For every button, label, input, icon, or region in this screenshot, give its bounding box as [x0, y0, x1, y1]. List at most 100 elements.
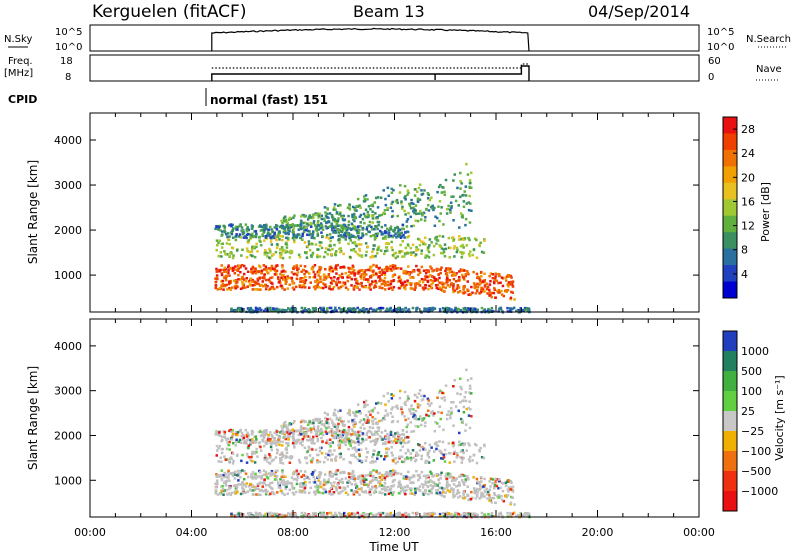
- velocity-pixel: [355, 441, 358, 444]
- velocity-pixel: [276, 449, 279, 452]
- velocity-pixel: [415, 451, 418, 454]
- power-pixel: [459, 180, 462, 183]
- power-pixel: [366, 198, 369, 201]
- power-pixel: [215, 284, 218, 287]
- power-pixel: [371, 251, 374, 254]
- power-pixel: [330, 270, 333, 273]
- power-pixel: [371, 211, 374, 214]
- velocity-pixel: [470, 392, 473, 395]
- velocity-pixel: [334, 414, 337, 417]
- velocity-pixel: [325, 431, 328, 434]
- velocity-pixel: [369, 471, 372, 474]
- velocity-pixel: [365, 438, 368, 441]
- velocity-pixel: [248, 456, 251, 459]
- power-pixel: [344, 232, 347, 235]
- velocity-pixel: [425, 477, 428, 480]
- velocity-pixel: [370, 440, 373, 443]
- velocity-pixel: [338, 443, 341, 446]
- velocity-pixel: [303, 478, 306, 481]
- velocity-pixel: [249, 488, 252, 491]
- power-pixel: [444, 194, 447, 197]
- power-pixel: [252, 267, 255, 270]
- velocity-pixel: [447, 472, 450, 475]
- velocity-pixel: [365, 513, 368, 516]
- velocity-pixel: [236, 474, 239, 477]
- velocity-pixel: [460, 475, 463, 478]
- power-pixel: [408, 203, 411, 206]
- velocity-pixel: [319, 461, 322, 464]
- power-pixel: [436, 287, 439, 290]
- power-pixel: [379, 271, 382, 274]
- power-pixel: [494, 297, 497, 300]
- velocity-pixel: [358, 475, 361, 478]
- power-pixel: [447, 267, 450, 270]
- power-pixel: [305, 229, 308, 232]
- power-pixel: [234, 265, 237, 268]
- velocity-pixel: [292, 492, 295, 495]
- velocity-pixel: [340, 471, 343, 474]
- velocity-pixel: [226, 489, 229, 492]
- velocity-pixel: [475, 497, 478, 500]
- power-pixel: [361, 285, 364, 288]
- velocity-pixel: [272, 458, 275, 461]
- velocity-pixel: [510, 482, 513, 485]
- power-pixel: [446, 272, 449, 275]
- velocity-pixel: [252, 472, 255, 475]
- power-pixel: [293, 268, 296, 271]
- velocity-pixel: [401, 514, 404, 517]
- velocity-pixel: [231, 438, 234, 441]
- power-pixel: [436, 217, 439, 220]
- power-pixel: [479, 245, 482, 248]
- power-pixel: [484, 285, 487, 288]
- velocity-pixel: [437, 411, 440, 414]
- velocity-pixel: [365, 484, 368, 487]
- power-pixel: [312, 271, 315, 274]
- power-pixel: [283, 230, 286, 233]
- velocity-pixel: [341, 482, 344, 485]
- velocity-pixel: [386, 413, 389, 416]
- power-pixel: [222, 283, 225, 286]
- power-pixel: [391, 215, 394, 218]
- power-pixel: [470, 293, 473, 296]
- velocity-pixel: [320, 430, 323, 433]
- power-pixel: [427, 204, 430, 207]
- power-pixel: [277, 233, 280, 236]
- power-pixel: [293, 265, 296, 268]
- power-pixel: [267, 229, 270, 232]
- velocity-pixel: [356, 485, 359, 488]
- velocity-pixel: [370, 488, 373, 491]
- power-pixel: [351, 268, 354, 271]
- velocity-pixel: [453, 483, 456, 486]
- power-pixel: [404, 198, 407, 201]
- velocity-pixel: [483, 445, 486, 448]
- velocity-pixel: [467, 499, 470, 502]
- velocity-pixel: [398, 512, 401, 515]
- velocity-pixel: [309, 454, 312, 457]
- velocity-pixel: [252, 489, 255, 492]
- power-pixel: [348, 235, 351, 238]
- power-pixel: [303, 273, 306, 276]
- power-pixel: [450, 282, 453, 285]
- power-pixel: [416, 191, 419, 194]
- power-pixel: [458, 204, 461, 207]
- power-pixel: [405, 284, 408, 287]
- velocity-pixel: [399, 438, 402, 441]
- velocity-pixel: [482, 493, 485, 496]
- power-pixel: [500, 308, 503, 311]
- power-pixel: [302, 277, 305, 280]
- velocity-pixel: [454, 379, 457, 382]
- power-pixel: [240, 288, 243, 291]
- velocity-pixel: [301, 444, 304, 447]
- power-pixel: [333, 206, 336, 209]
- power-pixel: [441, 282, 444, 285]
- power-pixel: [289, 284, 292, 287]
- velocity-pixel: [390, 434, 393, 437]
- power-pixel: [242, 286, 245, 289]
- power-pixel: [390, 283, 393, 286]
- power-pixel: [407, 218, 410, 221]
- power-pixel: [386, 246, 389, 249]
- velocity-pixel: [399, 485, 402, 488]
- velocity-pixel: [336, 428, 339, 431]
- velocity-pixel: [357, 458, 360, 461]
- power-pixel: [326, 213, 329, 216]
